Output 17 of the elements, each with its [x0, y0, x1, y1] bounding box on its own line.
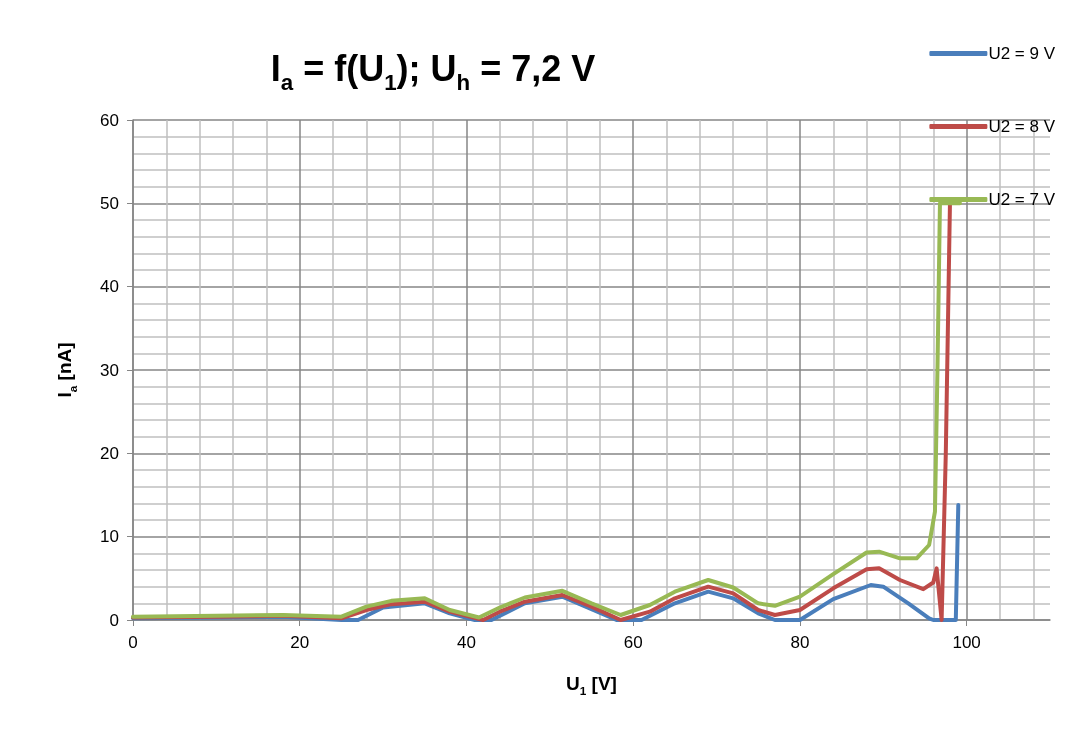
y-tick-label: 40 — [100, 277, 119, 297]
x-tick-label: 0 — [128, 633, 138, 652]
legend-label: U2 = 7 V — [988, 190, 1056, 209]
x-tick-label: 40 — [456, 633, 476, 652]
y-tick-label: 60 — [100, 110, 119, 130]
legend-label: U2 = 9 V — [988, 44, 1056, 63]
y-tick-label: 30 — [100, 360, 119, 380]
x-tick-label: 80 — [790, 633, 810, 652]
y-axis-title: Ia [nA] — [54, 342, 79, 398]
y-tick-label: 50 — [100, 193, 119, 213]
legend-label: U2 = 8 V — [988, 117, 1056, 136]
y-tick-label: 10 — [100, 527, 119, 547]
x-tick-label: 60 — [623, 633, 643, 652]
x-tick-label: 100 — [952, 633, 981, 652]
y-tick-label: 0 — [109, 610, 119, 630]
x-tick-label: 20 — [290, 633, 310, 652]
y-tick-label: 20 — [100, 443, 119, 463]
